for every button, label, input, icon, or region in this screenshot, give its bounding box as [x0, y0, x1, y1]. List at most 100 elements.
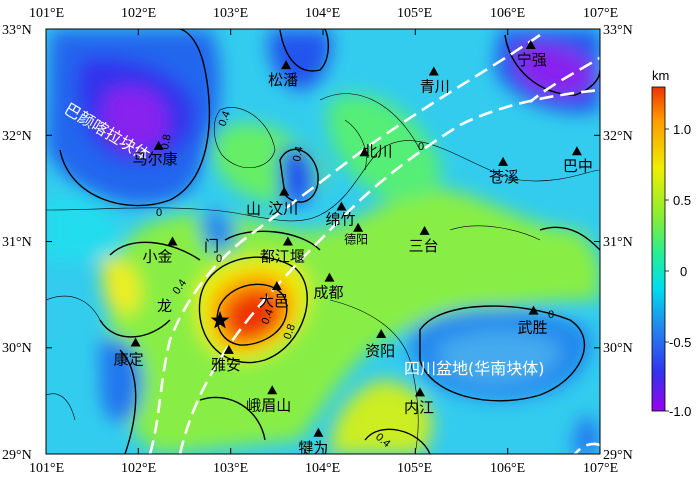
city-label: 都江堰: [260, 248, 305, 266]
city-label: 武胜: [518, 319, 548, 337]
contour-lines-thin: [46, 93, 600, 454]
city-label: 松潘: [268, 71, 298, 89]
city-triangle-icon: [353, 222, 364, 232]
star-icon: [210, 311, 230, 329]
city-label: 康定: [114, 350, 144, 368]
x-tick-label: 104°E: [305, 461, 340, 476]
y-tick-label: 29°N: [603, 448, 633, 463]
y-axis-right: 33°N 32°N 31°N 30°N 29°N: [603, 23, 633, 463]
city-label: 青川: [420, 78, 450, 96]
contour-label: 0.8: [282, 323, 299, 341]
y-tick-label: 31°N: [2, 235, 32, 250]
city-triangle-icon: [282, 236, 293, 246]
y-tick-label: 32°N: [2, 129, 32, 144]
y-tick-label: 30°N: [603, 341, 633, 356]
x-tick-label: 105°E: [397, 461, 432, 476]
x-axis-bottom: 101°E 102°E 103°E 104°E 105°E 106°E 107°…: [29, 461, 618, 476]
colorbar-unit: km: [652, 68, 669, 83]
city-triangle-icon: [498, 156, 509, 166]
y-tick-label: 31°N: [603, 235, 633, 250]
city-triangle-icon: [267, 385, 278, 395]
city-triangle-icon: [130, 337, 141, 347]
city-triangle-icon: [313, 427, 324, 437]
x-tick-label: 101°E: [29, 6, 64, 21]
city-label: 峨眉山: [246, 396, 291, 414]
city-label: 资阳: [365, 342, 395, 360]
x-tick-label: 106°E: [490, 6, 525, 21]
contour-label: 0: [548, 309, 554, 321]
relief-field: 巴颜喀拉块体 四川盆地(华南块体) 0.8 0.4 0.4 0 0 0.4 0 …: [46, 29, 600, 457]
city-triangle-icon: [414, 387, 425, 397]
y-tick-label: 33°N: [603, 23, 633, 38]
colorbar: km 1.0 0.5 0 -0.5 -1.0: [651, 68, 691, 419]
city-triangle-icon: [281, 60, 292, 70]
y-tick-label: 29°N: [2, 448, 32, 463]
city-label: 小金: [142, 248, 172, 266]
city-triangle-icon: [428, 66, 439, 76]
city-label: 宁强: [517, 51, 547, 69]
city-triangle-icon: [167, 236, 178, 246]
x-tick-label: 107°E: [583, 6, 618, 21]
x-tick-label: 102°E: [121, 461, 156, 476]
map-label-long: 龙: [157, 297, 172, 315]
city-label: 德阳: [344, 232, 368, 247]
x-tick-label: 106°E: [490, 461, 525, 476]
city-label: 北川: [363, 142, 393, 160]
city-label: 内江: [404, 398, 434, 416]
tick-marks: [45, 28, 601, 455]
city-label: 雅安: [211, 356, 241, 374]
city-label: 苍溪: [489, 168, 519, 186]
city-triangle-icon: [525, 39, 536, 49]
y-tick-label: 32°N: [603, 129, 633, 144]
colorbar-tick: -0.5: [669, 335, 691, 350]
contour-label: 0.4: [260, 308, 277, 326]
city-label: 大邑: [259, 292, 289, 310]
contour-label: 0: [418, 141, 424, 153]
city-triangle-icon: [376, 328, 387, 338]
city-triangle-icon: [419, 225, 430, 235]
x-tick-label: 105°E: [397, 6, 432, 21]
contour-label: 0.8: [159, 133, 173, 150]
city-triangle-icon: [359, 147, 370, 157]
city-triangle-icon: [223, 344, 234, 354]
colorbar-tick: -1.0: [669, 404, 691, 419]
city-triangle-icon: [271, 281, 282, 291]
x-tick-label: 103°E: [213, 6, 248, 21]
contour-label: 0: [156, 207, 162, 219]
y-axis-left: 33°N 32°N 31°N 30°N 29°N: [2, 23, 32, 463]
region-label-sichuan-basin: 四川盆地(华南块体): [404, 359, 545, 378]
contour-label: 0.4: [217, 110, 234, 128]
contour-lines: [59, 29, 600, 454]
city-label: 绵竹: [325, 210, 355, 228]
city-triangle-icon: [153, 140, 164, 150]
city-triangle-icon: [336, 201, 347, 211]
city-label: 汶川: [268, 200, 298, 218]
city-triangle-icon: [324, 272, 335, 282]
city-triangle-icon: [528, 305, 539, 315]
city-label: 三台: [409, 237, 439, 255]
colorbar-tick: 1.0: [673, 122, 691, 137]
colorbar-tick: 0: [680, 264, 687, 279]
city-label: 犍为: [298, 439, 328, 457]
colorbar-gradient: [651, 86, 666, 412]
city-label: 成都: [313, 284, 343, 302]
contour-label: 0: [216, 253, 222, 265]
map-label-shan: 山: [246, 200, 261, 218]
contour-label: 0.4: [291, 145, 305, 162]
map-label-men: 门: [204, 237, 219, 255]
city-triangle-icon: [571, 146, 582, 156]
city-label: 巴中: [563, 157, 593, 175]
y-tick-label: 33°N: [2, 23, 32, 38]
x-tick-label: 107°E: [583, 461, 618, 476]
x-tick-label: 101°E: [29, 461, 64, 476]
x-axis-top: 101°E 102°E 103°E 104°E 105°E 106°E 107°…: [29, 6, 618, 21]
city-triangle-icon: [279, 186, 290, 196]
colorbar-tick: 0.5: [673, 193, 691, 208]
city-label: 马尔康: [133, 150, 178, 168]
y-tick-label: 30°N: [2, 341, 32, 356]
x-tick-label: 102°E: [121, 6, 156, 21]
x-tick-label: 103°E: [213, 461, 248, 476]
x-tick-label: 104°E: [305, 6, 340, 21]
